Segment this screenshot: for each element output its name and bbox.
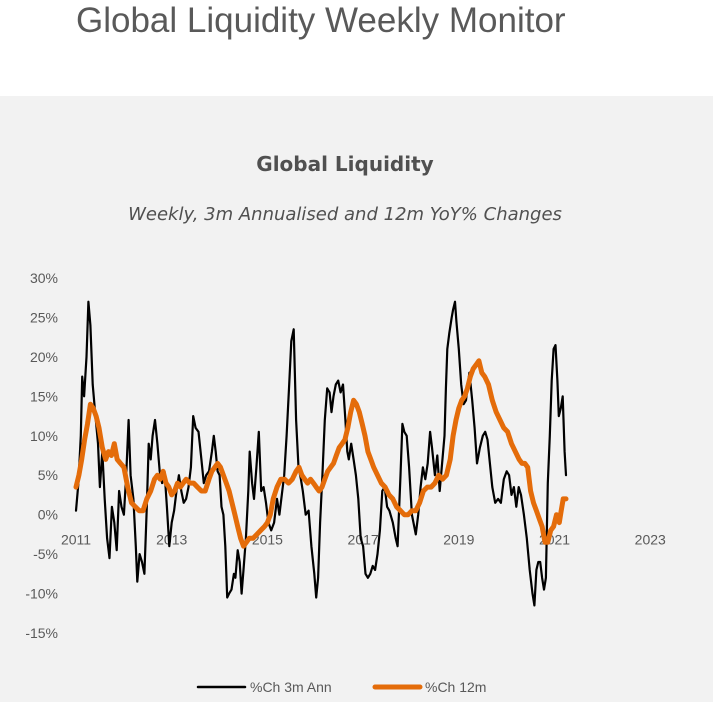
x-tick-label: 2011: [61, 532, 91, 548]
y-axis: 30% 25% 20% 15% 10% 5% 0% -5% -10% -15%: [25, 270, 58, 641]
y-tick-label: -10%: [25, 586, 58, 602]
legend-label-12m: %Ch 12m: [425, 679, 486, 695]
legend-label-3m-ann: %Ch 3m Ann: [250, 679, 332, 695]
y-tick-label: -5%: [33, 546, 58, 562]
x-tick-label: 2023: [635, 532, 666, 548]
series-layer: [73, 300, 569, 607]
page-title: Global Liquidity Weekly Monitor: [76, 1, 566, 40]
liquidity-chart: Global Liquidity Weekly, 3m Annualised a…: [25, 152, 666, 695]
chart-panel: Global Liquidity Weekly, 3m Annualised a…: [0, 96, 713, 702]
y-tick-label: 25%: [30, 309, 58, 325]
y-tick-label: 15%: [30, 388, 58, 404]
y-tick-label: 5%: [38, 467, 58, 483]
y-tick-label: 20%: [30, 349, 58, 365]
series-line-3m-ann: [74, 300, 568, 607]
y-tick-label: 0%: [38, 507, 58, 523]
legend: %Ch 3m Ann %Ch 12m: [196, 679, 486, 695]
x-tick-label: 2019: [443, 532, 474, 548]
chart-subtitle: Weekly, 3m Annualised and 12m YoY% Chang…: [128, 204, 562, 225]
y-tick-label: 30%: [30, 270, 58, 286]
x-tick-label: 2015: [252, 532, 283, 548]
x-tick-label: 2013: [156, 532, 187, 548]
series-line-12m: [73, 358, 569, 549]
x-axis: 2011 2013 2015 2017 2019 2021 2023: [61, 532, 666, 548]
y-tick-label: 10%: [30, 428, 58, 444]
x-tick-label: 2017: [348, 532, 379, 548]
chart-title: Global Liquidity: [256, 152, 433, 176]
y-tick-label: -15%: [25, 625, 58, 641]
